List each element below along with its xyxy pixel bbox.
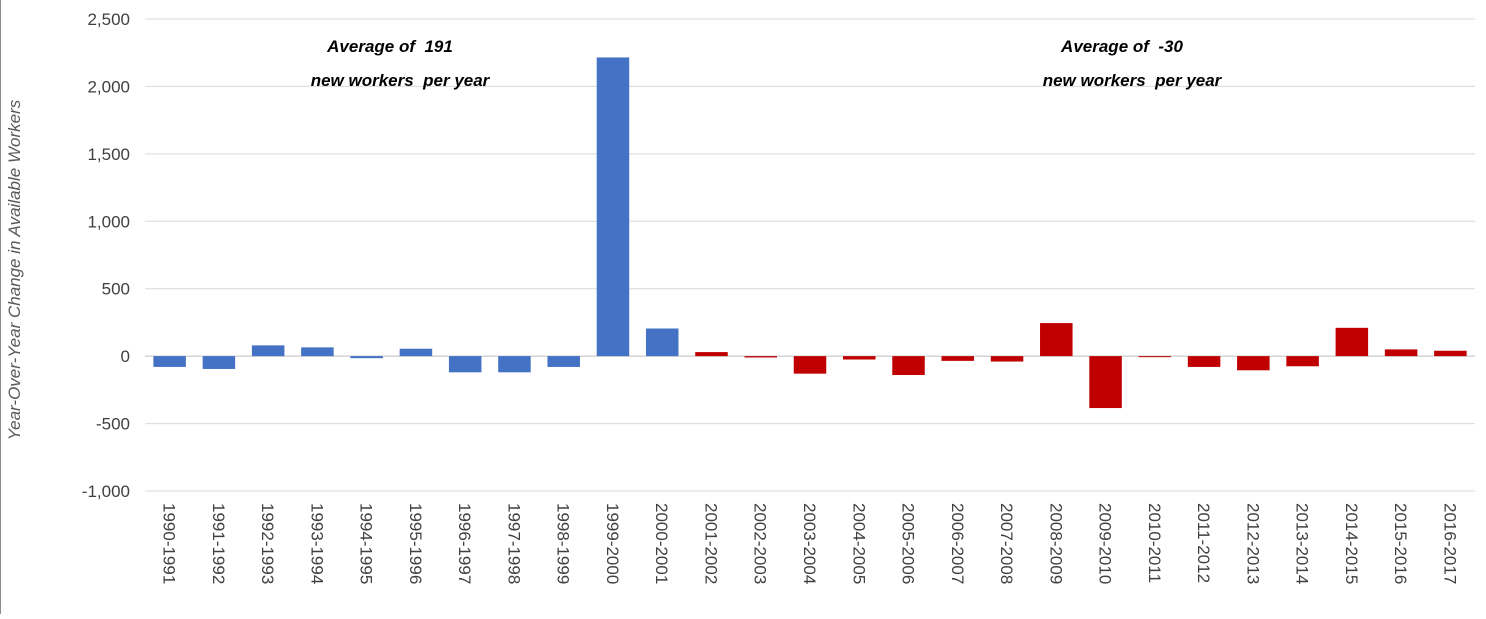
x-tick-label: 2011-2012: [1194, 503, 1213, 583]
x-tick-label: 2005-2006: [899, 503, 918, 584]
x-tick-label: 2015-2016: [1391, 503, 1410, 584]
x-tick-label: 2013-2014: [1293, 503, 1312, 584]
bar: [1384, 349, 1418, 357]
bar: [202, 356, 236, 369]
bar: [350, 356, 383, 359]
y-tick-label: 1,000: [87, 212, 130, 231]
x-tick-label: 2001-2002: [701, 503, 720, 584]
y-tick-label: -500: [96, 415, 130, 434]
bar: [1089, 356, 1122, 409]
bar: [1286, 356, 1319, 367]
bar: [990, 356, 1024, 362]
x-tick-label: 2000-2001: [652, 503, 671, 584]
annotation-right-line1: Average of -30: [1060, 37, 1183, 56]
bars: [153, 57, 1467, 409]
annotation-left-line2: new workers per year: [311, 71, 491, 90]
bar: [892, 356, 925, 376]
x-tick-label: 2009-2010: [1096, 503, 1115, 584]
bar: [498, 356, 531, 373]
y-tick-label: 500: [102, 280, 130, 299]
bar: [941, 356, 975, 361]
annotation-left: Average of 191 new workers per year: [311, 37, 491, 90]
x-tick-label: 2014-2015: [1342, 503, 1361, 584]
annotation-right: Average of -30 new workers per year: [1043, 37, 1223, 90]
bar: [793, 356, 827, 374]
x-tick-label: 1997-1998: [504, 503, 523, 584]
bar: [153, 356, 186, 367]
x-tick-label: 1993-1994: [307, 503, 326, 584]
x-tick-label: 2002-2003: [751, 503, 770, 584]
y-tick-label: 0: [121, 347, 130, 366]
x-tick-label: 1998-1999: [554, 503, 573, 584]
x-tick-label: 1996-1997: [455, 503, 474, 584]
bar: [596, 57, 630, 357]
y-tick-labels: -1,000 -500 0 500 1,000 1,500 2,000 2,500: [82, 10, 130, 501]
x-tick-label: 1990-1991: [160, 503, 179, 584]
x-tick-label: 2004-2005: [849, 503, 868, 584]
x-tick-label: 2010-2011: [1145, 503, 1164, 583]
annotation-right-line2: new workers per year: [1043, 71, 1223, 90]
bar: [843, 356, 876, 360]
bar: [448, 356, 482, 373]
y-tick-label: 1,500: [87, 145, 130, 164]
x-tick-label: 2016-2017: [1440, 503, 1459, 584]
bar: [695, 352, 728, 357]
bar: [1237, 356, 1270, 371]
bar: [301, 347, 334, 357]
x-tick-label: 2012-2013: [1243, 503, 1262, 584]
x-tick-label: 1995-1996: [406, 503, 425, 584]
y-tick-label: 2,500: [87, 10, 130, 29]
x-tick-label: 1991-1992: [209, 503, 228, 584]
x-tick-label: 1992-1993: [258, 503, 277, 584]
x-tick-label: 1999-2000: [603, 503, 622, 584]
bar: [1187, 356, 1221, 367]
bar: [1434, 350, 1467, 357]
x-tick-label: 2003-2004: [800, 503, 819, 584]
bar: [1138, 356, 1172, 358]
bar: [645, 328, 679, 357]
x-tick-label: 2006-2007: [948, 503, 967, 584]
annotation-left-line1: Average of 191: [326, 37, 453, 56]
x-tick-label: 2007-2008: [997, 503, 1016, 584]
y-tick-label: 2,000: [87, 77, 130, 96]
bar: [251, 345, 285, 357]
x-tick-labels: 1990-1991 1991-1992 1992-1993 1993-1994 1994…: [160, 503, 1460, 584]
chart-border: [0, 0, 1, 614]
bar: [744, 356, 777, 358]
x-tick-label: 2008-2009: [1046, 503, 1065, 584]
bar: [1040, 323, 1073, 357]
bar: [399, 348, 433, 357]
x-tick-label: 1994-1995: [357, 503, 376, 584]
y-tick-label: -1,000: [82, 482, 130, 501]
bar: [547, 356, 580, 367]
bar: [1335, 327, 1369, 357]
y-axis-label: Year-Over-Year Change in Available Worke…: [5, 99, 24, 440]
